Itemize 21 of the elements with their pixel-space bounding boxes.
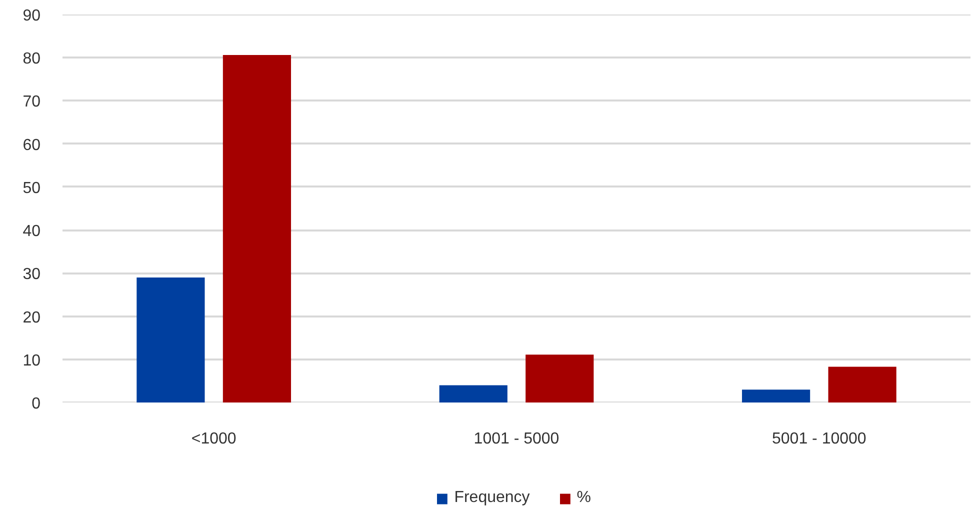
bar (828, 366, 896, 402)
bar (222, 55, 292, 402)
y-tick-label: 90 (22, 8, 41, 24)
y-tick-label: 80 (22, 50, 41, 68)
y-tick-label: 50 (22, 180, 41, 197)
y-tick-label: 30 (22, 266, 41, 284)
legend-label: Frequency (454, 489, 530, 507)
y-tick-label: 0 (32, 396, 41, 412)
y-tick-label: 20 (22, 309, 41, 326)
y-tick-label: 10 (22, 352, 41, 370)
y-tick-label: 40 (22, 223, 41, 240)
legend-label: % (576, 489, 592, 507)
x-tick-label: 1001 - 5000 (474, 430, 560, 448)
bar (526, 354, 594, 402)
y-tick-label: 60 (22, 136, 41, 154)
x-tick-label: <1000 (191, 430, 236, 448)
x-tick-label: 5001 - 10000 (772, 430, 866, 448)
y-tick-label: 70 (22, 94, 41, 111)
bar (136, 277, 205, 402)
bar (742, 390, 810, 402)
bar (439, 385, 508, 402)
